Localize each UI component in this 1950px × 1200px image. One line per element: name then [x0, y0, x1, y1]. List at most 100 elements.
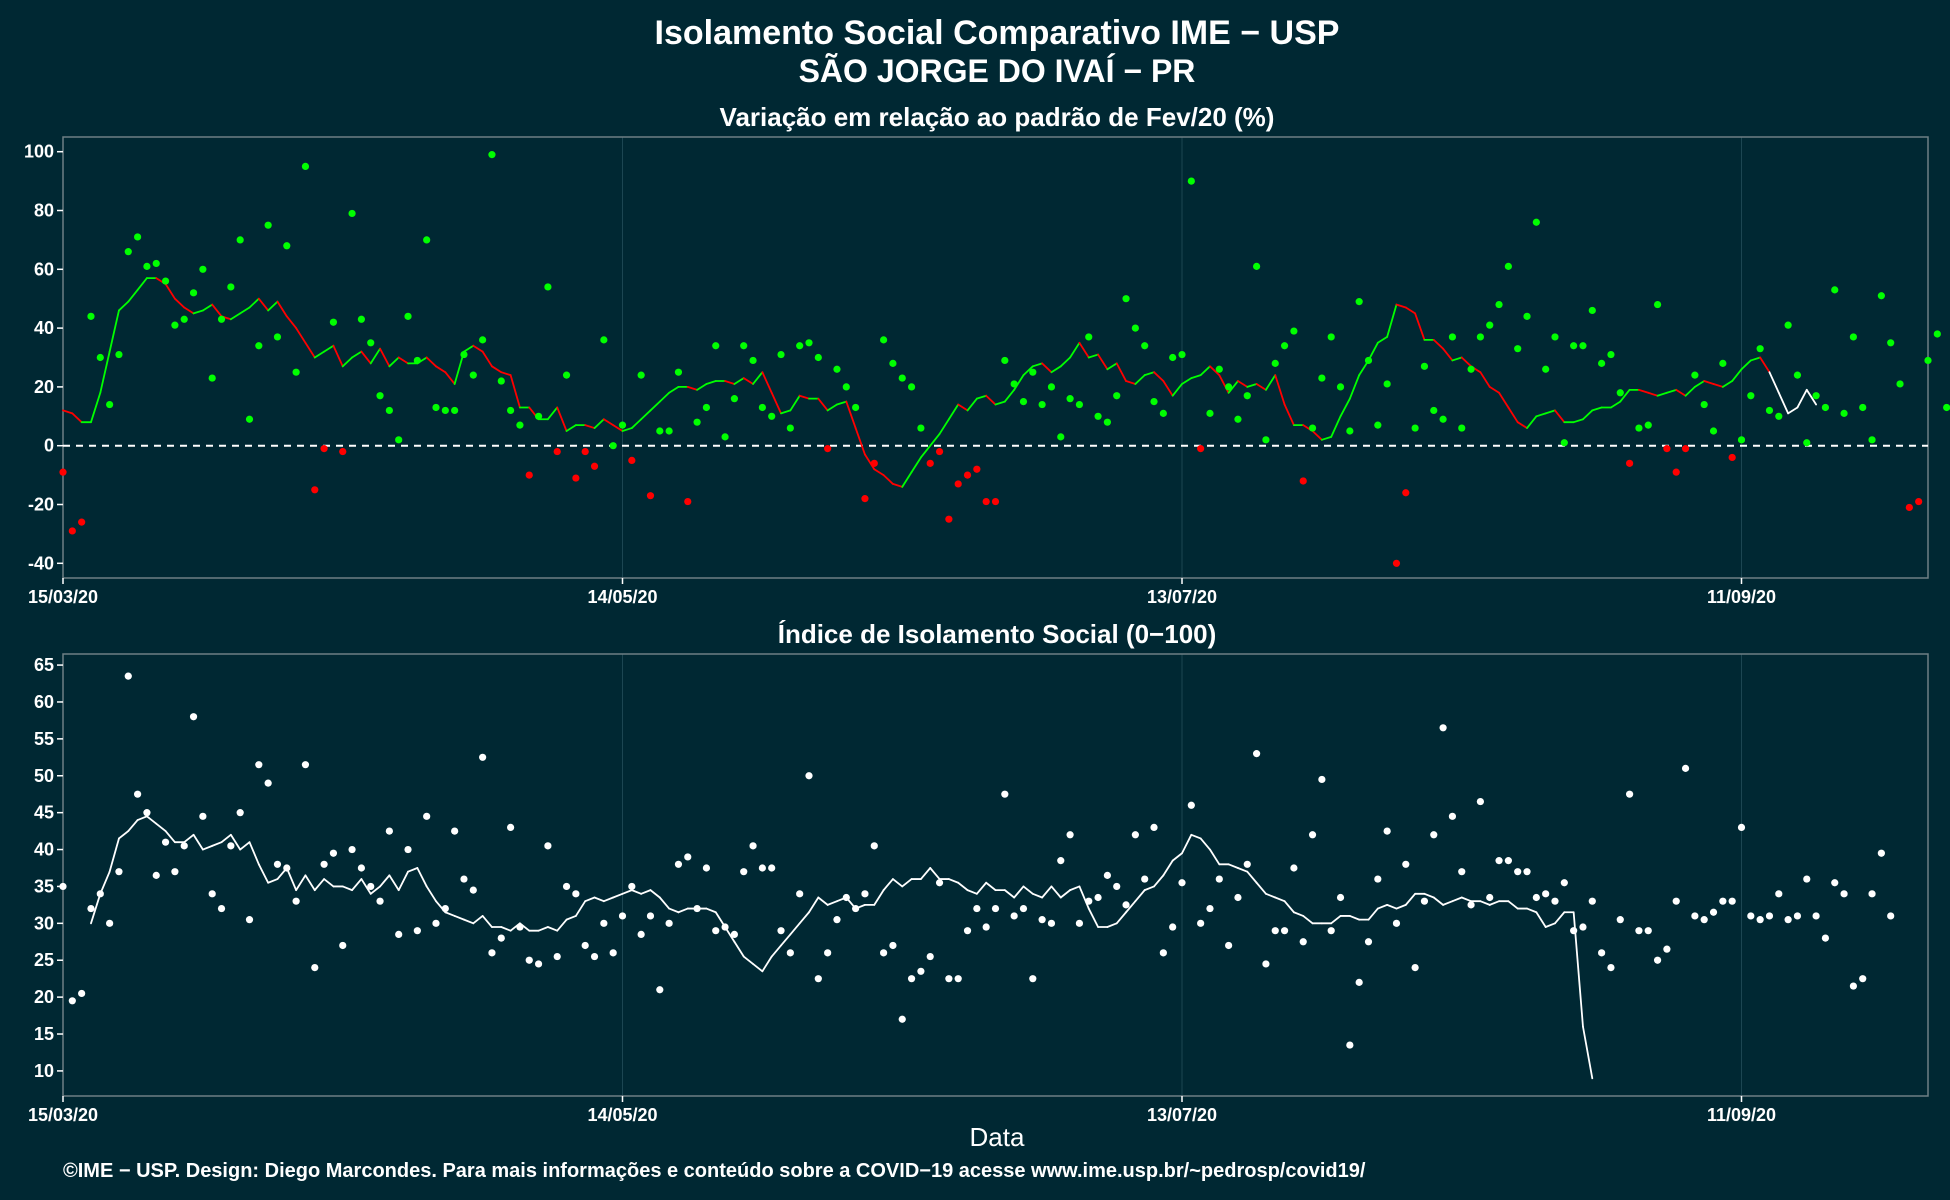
- data-point: [572, 474, 580, 482]
- data-point: [544, 283, 552, 291]
- data-point: [1467, 365, 1475, 373]
- data-point: [656, 427, 664, 435]
- data-point: [301, 162, 310, 170]
- data-point: [339, 941, 347, 950]
- moving-average-segment: [975, 881, 988, 895]
- data-point: [1010, 380, 1018, 388]
- moving-average-segment: [388, 874, 400, 892]
- data-point: [1924, 356, 1932, 365]
- moving-average-segment: [574, 900, 587, 917]
- moving-average-segment: [882, 474, 894, 485]
- data-point: [1803, 875, 1811, 883]
- moving-average-segment: [239, 841, 251, 851]
- moving-average-segment: [845, 400, 857, 429]
- data-point: [264, 779, 272, 787]
- moving-average-segment: [966, 397, 978, 412]
- data-point: [1029, 368, 1037, 376]
- moving-average-segment: [770, 944, 782, 958]
- moving-average-segment: [1115, 362, 1127, 382]
- moving-average-segment: [733, 940, 745, 958]
- data-point: [1467, 901, 1475, 909]
- data-point: [357, 864, 365, 872]
- y-tick-label: -20: [28, 495, 54, 515]
- data-point: [1542, 365, 1550, 373]
- data-point: [1626, 459, 1634, 467]
- data-point: [1915, 497, 1923, 506]
- data-point: [87, 312, 95, 320]
- moving-average-segment: [1796, 388, 1808, 409]
- moving-average-segment: [892, 483, 904, 488]
- moving-average-segment: [1386, 303, 1398, 338]
- moving-average-segment: [957, 881, 969, 892]
- data-point: [907, 975, 916, 983]
- moving-average-segment: [985, 881, 997, 892]
- data-point: [702, 864, 711, 872]
- data-point: [1383, 380, 1391, 388]
- data-point: [1187, 801, 1195, 809]
- moving-average-segment: [808, 896, 820, 914]
- moving-average-segment: [537, 926, 549, 932]
- moving-average-segment: [472, 915, 484, 925]
- data-point: [301, 761, 310, 769]
- data-point: [460, 875, 468, 883]
- data-point: [600, 336, 608, 344]
- moving-average-segment: [1227, 863, 1239, 869]
- moving-average-segment: [752, 963, 764, 973]
- data-point: [1411, 424, 1419, 432]
- data-point: [460, 350, 468, 359]
- data-point: [814, 975, 822, 983]
- moving-average-segment: [1451, 356, 1463, 362]
- data-point: [1234, 893, 1242, 902]
- moving-average-segment: [1376, 903, 1389, 910]
- data-point: [1681, 764, 1690, 772]
- panel2-title: Índice de Isolamento Social (0−100): [778, 619, 1217, 649]
- data-point: [1225, 941, 1233, 950]
- data-point: [189, 713, 198, 721]
- data-point: [1737, 436, 1746, 444]
- data-point: [833, 365, 841, 373]
- data-point: [1709, 908, 1718, 916]
- data-point: [1933, 330, 1941, 338]
- moving-average-segment: [444, 371, 456, 385]
- moving-average-segment: [602, 418, 615, 427]
- data-point: [1700, 916, 1708, 924]
- moving-average-segment: [1582, 409, 1594, 421]
- data-point: [264, 221, 272, 229]
- data-point: [1299, 938, 1307, 946]
- x-tick-label: 14/05/20: [587, 1105, 657, 1125]
- data-point: [1066, 395, 1074, 403]
- data-point: [1402, 860, 1410, 868]
- data-point: [441, 904, 449, 913]
- moving-average-segment: [1293, 911, 1305, 917]
- data-point: [115, 350, 123, 359]
- data-point: [1047, 383, 1056, 391]
- moving-average-segment: [1003, 388, 1016, 403]
- data-point: [1691, 371, 1699, 379]
- data-point: [1560, 879, 1568, 887]
- moving-average-segment: [1087, 907, 1099, 928]
- moving-average-segment: [90, 892, 102, 925]
- moving-average-segment: [947, 878, 960, 884]
- data-point: [1010, 912, 1018, 920]
- data-point: [889, 941, 897, 950]
- data-point: [1103, 871, 1111, 879]
- moving-average-segment: [1115, 911, 1127, 925]
- data-point: [1392, 559, 1401, 567]
- moving-average-segment: [798, 394, 810, 400]
- moving-average-segment: [90, 391, 102, 424]
- moving-average-segment: [547, 926, 559, 932]
- data-point: [814, 353, 822, 362]
- data-point: [637, 930, 645, 939]
- data-point: [1215, 365, 1223, 373]
- y-tick-label: -40: [28, 553, 54, 573]
- data-point: [991, 497, 1000, 506]
- main-title: Isolamento Social Comparativo IME − USP: [655, 14, 1340, 52]
- data-point: [1336, 383, 1345, 391]
- footer-credit: ©IME − USP. Design: Diego Marcondes. Par…: [63, 1160, 1366, 1182]
- moving-average-segment: [1703, 380, 1715, 385]
- moving-average-segment: [1684, 385, 1696, 397]
- moving-average-segment: [71, 412, 83, 424]
- moving-average-segment: [155, 822, 167, 832]
- moving-average-segment: [1311, 430, 1323, 441]
- data-point: [1094, 893, 1102, 902]
